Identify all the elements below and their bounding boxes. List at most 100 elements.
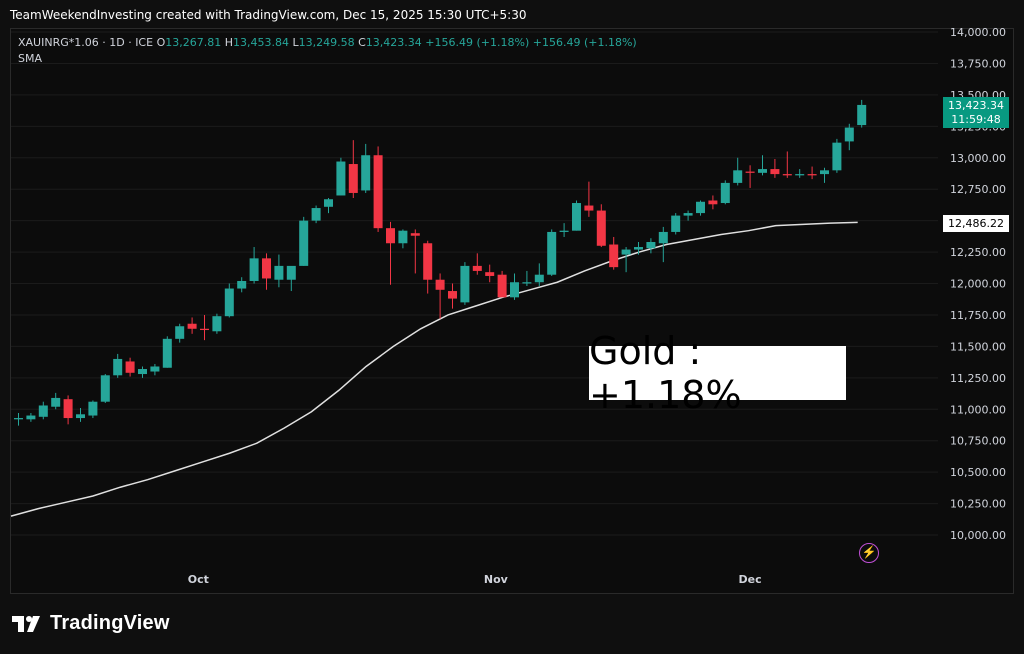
candle[interactable]	[224, 283, 234, 318]
candle[interactable]	[782, 151, 792, 178]
candle[interactable]	[125, 357, 135, 377]
candle[interactable]	[547, 229, 557, 276]
candle[interactable]	[26, 413, 36, 422]
candle[interactable]	[448, 283, 457, 309]
candle[interactable]	[510, 273, 519, 300]
candle[interactable]	[696, 200, 705, 216]
candle[interactable]	[410, 229, 420, 274]
candle[interactable]	[38, 401, 48, 420]
candle[interactable]	[844, 123, 854, 151]
candle[interactable]	[249, 247, 259, 284]
candle-body	[844, 127, 854, 142]
chart-area[interactable]	[10, 28, 1014, 594]
high-value: 13,453.84	[233, 36, 289, 49]
candle-body	[187, 323, 197, 329]
candle[interactable]	[423, 240, 433, 294]
candle[interactable]	[187, 317, 197, 334]
candle[interactable]	[286, 265, 296, 292]
candle[interactable]	[262, 253, 271, 290]
candle[interactable]	[572, 200, 581, 231]
candle[interactable]	[658, 226, 668, 263]
candle-body	[621, 249, 631, 255]
candle[interactable]	[497, 270, 507, 298]
candle[interactable]	[398, 229, 408, 249]
candle[interactable]	[584, 181, 594, 217]
candle[interactable]	[522, 270, 532, 287]
candle-body	[212, 316, 222, 332]
change-value: +156.49 (+1.18%)	[425, 36, 530, 49]
high-label: H	[224, 36, 234, 49]
candle[interactable]	[373, 146, 383, 232]
candle[interactable]	[708, 195, 718, 210]
candle-body	[782, 174, 792, 176]
candle-body	[138, 369, 147, 375]
candle[interactable]	[175, 323, 185, 343]
x-tick-label: Dec	[739, 573, 762, 586]
candle[interactable]	[100, 374, 110, 403]
candle-body	[708, 200, 718, 205]
candle-body	[596, 210, 606, 246]
candle[interactable]	[460, 262, 470, 305]
lightning-icon[interactable]: ⚡	[859, 543, 879, 563]
candle-body	[324, 199, 333, 207]
candle[interactable]	[162, 336, 172, 368]
candle[interactable]	[113, 353, 123, 378]
candle[interactable]	[534, 263, 544, 287]
candle[interactable]	[299, 216, 309, 266]
candle[interactable]	[770, 159, 780, 178]
candle[interactable]	[485, 264, 495, 283]
sma-layer	[10, 221, 858, 517]
candle-body	[646, 242, 656, 249]
x-tick-label: Oct	[188, 573, 209, 586]
candle[interactable]	[435, 273, 445, 319]
candle[interactable]	[683, 210, 693, 221]
candle[interactable]	[76, 407, 85, 422]
candle-body	[311, 208, 321, 221]
candle[interactable]	[621, 247, 631, 273]
candle[interactable]	[671, 213, 681, 235]
tradingview-brand: TradingView	[50, 612, 170, 634]
candle[interactable]	[311, 205, 321, 224]
candle[interactable]	[361, 143, 371, 193]
candle[interactable]	[609, 236, 619, 270]
candle[interactable]	[807, 166, 817, 180]
low-label: L	[292, 36, 299, 49]
candle[interactable]	[820, 167, 829, 183]
candle[interactable]	[634, 242, 643, 255]
candle[interactable]	[348, 140, 358, 198]
candle[interactable]	[138, 366, 147, 378]
candle-body	[497, 274, 507, 298]
candle[interactable]	[150, 363, 160, 376]
close-label: C	[358, 36, 366, 49]
candle[interactable]	[51, 392, 61, 410]
candle[interactable]	[63, 395, 73, 425]
candle[interactable]	[274, 254, 284, 288]
candle[interactable]	[200, 314, 209, 341]
candle[interactable]	[472, 253, 482, 275]
candle[interactable]	[733, 157, 743, 186]
candle[interactable]	[646, 238, 656, 254]
sma-indicator-label[interactable]: SMA	[18, 52, 42, 65]
candle[interactable]	[88, 400, 98, 419]
candle[interactable]	[596, 204, 606, 248]
candle[interactable]	[14, 413, 23, 426]
candle[interactable]	[324, 197, 333, 214]
candle[interactable]	[212, 313, 222, 334]
candle[interactable]	[336, 157, 346, 196]
candle-body	[51, 397, 61, 407]
candle[interactable]	[720, 180, 730, 205]
candle[interactable]	[758, 155, 767, 176]
candle[interactable]	[386, 221, 395, 285]
tradingview-logo: TradingView	[12, 612, 170, 635]
candle-body	[299, 220, 309, 266]
ohlc-legend: XAUINRG*1.06 · 1D · ICE O13,267.81 H13,4…	[18, 36, 637, 49]
candle[interactable]	[745, 165, 755, 188]
candle[interactable]	[832, 138, 842, 173]
candle[interactable]	[559, 223, 569, 237]
y-tick-label: 12,000.00	[950, 278, 1006, 291]
symbol-label[interactable]: XAUINRG*1.06 · 1D · ICE	[18, 36, 154, 49]
candle[interactable]	[237, 277, 247, 293]
candle[interactable]	[857, 99, 867, 128]
candle-body	[398, 230, 408, 244]
candle[interactable]	[795, 169, 805, 178]
